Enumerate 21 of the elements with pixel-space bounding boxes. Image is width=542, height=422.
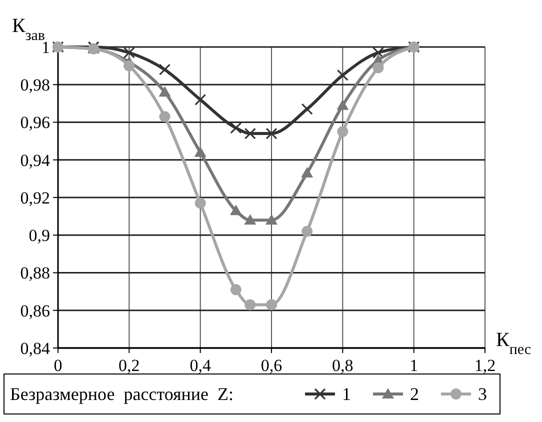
y-tick-label: 0,94 (20, 150, 50, 170)
x-tick-label: 0 (54, 356, 62, 375)
x-tick-label: 0,8 (332, 356, 354, 375)
y-axis-title: К$_{зав}$ (12, 15, 46, 44)
x-tick-label: 0,6 (260, 356, 282, 375)
x-tick-label: 0,2 (118, 356, 140, 375)
x-axis-title: К$_{пес}$ (496, 329, 532, 358)
x-tick-label: 1 (410, 356, 418, 375)
legend-label: 3 (478, 384, 487, 404)
y-tick-label: 0,88 (20, 264, 50, 283)
legend-title: Безразмерное расстояние Z: (10, 384, 234, 404)
x-tick-label: 1,2 (474, 356, 496, 375)
y-tick-label: 0,84 (20, 338, 50, 358)
x-tick-label: 0,4 (190, 356, 212, 375)
y-tick-label: 0,98 (20, 76, 50, 95)
y-tick-label: 0,92 (20, 188, 50, 208)
y-tick-label: 0,86 (20, 301, 50, 320)
legend-label: 1 (342, 384, 351, 404)
legend-label: 2 (410, 384, 419, 404)
y-tick-label: 0,96 (20, 113, 50, 132)
y-tick-label: 0,9 (28, 226, 50, 246)
